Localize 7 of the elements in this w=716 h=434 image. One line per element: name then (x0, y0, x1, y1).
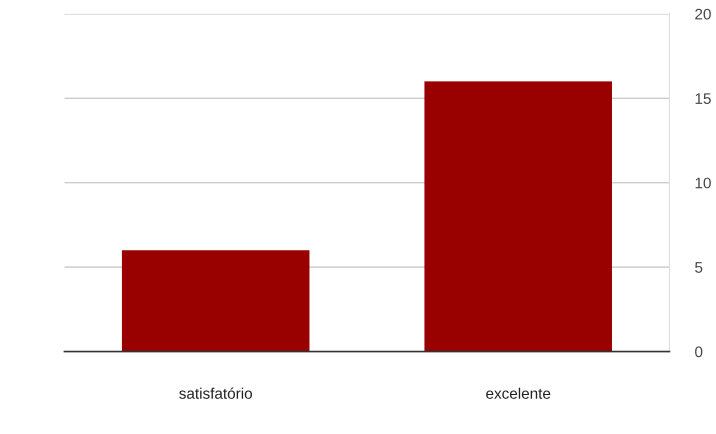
y-tick-label: 5 (695, 262, 702, 273)
x-tick-label: excelente (486, 388, 550, 399)
y-tick-label: 20 (695, 8, 711, 20)
y-tick-label: 10 (696, 178, 711, 188)
x-tick-label: satisfatório (179, 387, 252, 399)
y-tick-label: 15 (696, 93, 711, 104)
y-tick-label: 0 (695, 346, 702, 358)
